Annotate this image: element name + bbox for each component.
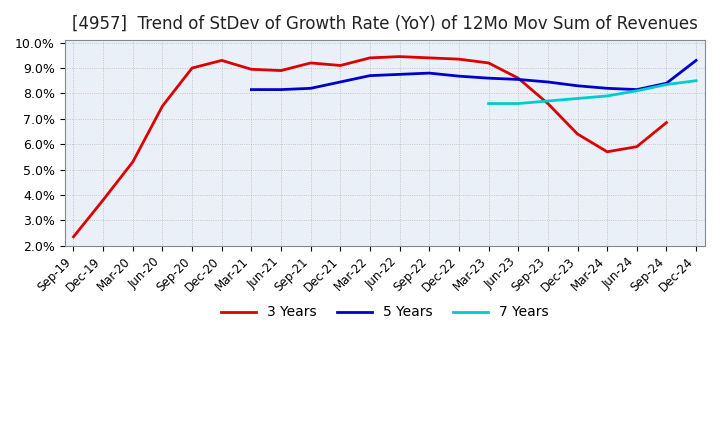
5 Years <box>366 73 374 78</box>
7 Years <box>544 99 552 104</box>
Legend: 3 Years, 5 Years, 7 Years: 3 Years, 5 Years, 7 Years <box>215 300 554 325</box>
3 Years <box>217 58 226 63</box>
5 Years <box>306 86 315 91</box>
5 Years <box>603 86 611 91</box>
5 Years <box>573 83 582 88</box>
3 Years <box>336 63 345 68</box>
5 Years <box>276 87 285 92</box>
5 Years <box>544 79 552 84</box>
3 Years <box>454 56 463 62</box>
3 Years <box>99 197 107 202</box>
3 Years <box>247 66 256 72</box>
3 Years <box>276 68 285 73</box>
3 Years <box>485 60 493 66</box>
7 Years <box>514 101 523 106</box>
3 Years <box>632 144 641 149</box>
5 Years <box>395 72 404 77</box>
5 Years <box>336 79 345 84</box>
7 Years <box>632 88 641 94</box>
3 Years <box>366 55 374 61</box>
3 Years <box>662 120 671 125</box>
7 Years <box>573 96 582 101</box>
5 Years <box>632 87 641 92</box>
3 Years <box>425 55 433 61</box>
Line: 5 Years: 5 Years <box>251 60 696 90</box>
7 Years <box>692 78 701 83</box>
3 Years <box>306 60 315 66</box>
5 Years <box>662 81 671 86</box>
3 Years <box>514 76 523 81</box>
3 Years <box>573 132 582 137</box>
5 Years <box>425 70 433 76</box>
7 Years <box>485 101 493 106</box>
5 Years <box>692 58 701 63</box>
5 Years <box>247 87 256 92</box>
5 Years <box>485 76 493 81</box>
5 Years <box>454 73 463 79</box>
3 Years <box>128 159 137 165</box>
Line: 3 Years: 3 Years <box>73 57 667 237</box>
3 Years <box>188 66 197 71</box>
7 Years <box>603 93 611 99</box>
3 Years <box>158 103 167 109</box>
Title: [4957]  Trend of StDev of Growth Rate (YoY) of 12Mo Mov Sum of Revenues: [4957] Trend of StDev of Growth Rate (Yo… <box>72 15 698 33</box>
3 Years <box>69 234 78 239</box>
3 Years <box>603 149 611 154</box>
3 Years <box>395 54 404 59</box>
3 Years <box>544 101 552 106</box>
Line: 7 Years: 7 Years <box>489 81 696 103</box>
7 Years <box>662 82 671 87</box>
5 Years <box>514 77 523 82</box>
